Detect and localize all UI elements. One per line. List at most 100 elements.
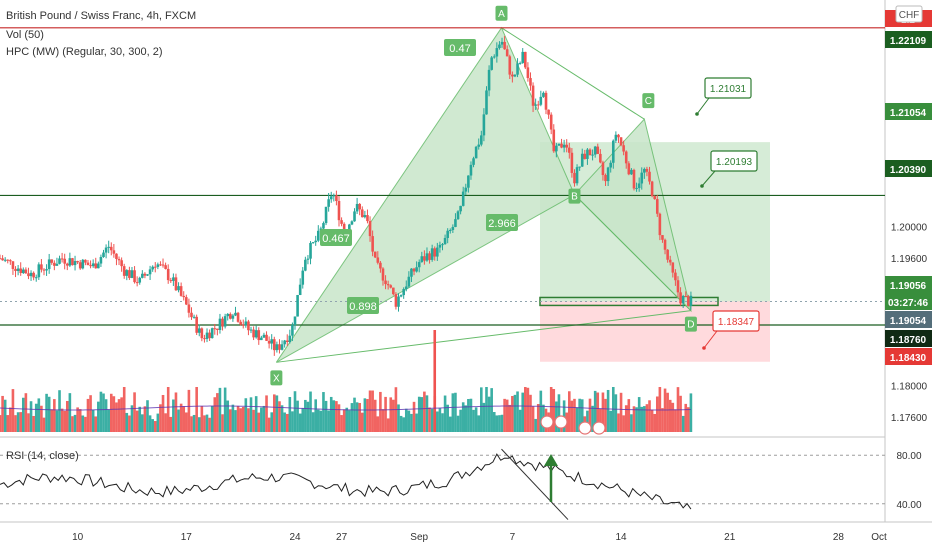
candle-body xyxy=(254,330,258,338)
volume-bar xyxy=(552,389,556,432)
candle-body xyxy=(353,211,356,222)
rsi-indicator-label: RSI (14, close) xyxy=(6,450,79,462)
volume-bar xyxy=(205,414,209,432)
candle-body xyxy=(671,262,675,273)
candle-body xyxy=(63,258,66,264)
volume-bar xyxy=(539,390,543,432)
price-tick-label: 1.20000 xyxy=(891,222,928,233)
volume-bar xyxy=(399,415,403,432)
volume-bar xyxy=(24,393,28,432)
volume-bar xyxy=(216,393,219,432)
rsi-scale-label: 40.00 xyxy=(896,500,921,511)
volume-bar xyxy=(671,402,675,432)
candle-body xyxy=(265,334,268,341)
ratio-label: 0.47 xyxy=(449,43,470,55)
volume-bar xyxy=(495,415,499,432)
candle-body xyxy=(505,49,509,57)
candle-body xyxy=(376,257,380,263)
pattern-labels: X A B C D 0.467 0.47 2.966 0.898 xyxy=(270,5,697,386)
volume-bar xyxy=(280,405,284,432)
volume-bar xyxy=(254,396,258,432)
candle-body xyxy=(394,294,398,307)
volume-bar xyxy=(231,404,235,432)
candle-body xyxy=(128,270,131,278)
volume-bar xyxy=(125,412,129,432)
volume-bar xyxy=(267,417,271,432)
candle-body xyxy=(229,313,232,319)
candle-body xyxy=(78,262,82,269)
candle-body xyxy=(518,62,522,64)
candle-body xyxy=(627,163,631,175)
candle-body xyxy=(477,144,481,147)
volume-bar xyxy=(529,394,532,432)
candle-body xyxy=(350,221,354,225)
candle-body xyxy=(252,329,255,338)
volume-bar xyxy=(474,407,478,432)
volume-bar xyxy=(141,414,144,432)
volume-bar xyxy=(360,412,364,432)
price-tick-label: 1.19600 xyxy=(891,254,928,265)
candle-body xyxy=(151,266,154,270)
candle-body xyxy=(164,265,167,269)
candle-body xyxy=(40,264,43,270)
candle-body xyxy=(65,263,69,266)
candle-body xyxy=(570,152,574,173)
ratio-box xyxy=(444,39,476,56)
candle-body xyxy=(539,96,543,105)
candle-body xyxy=(112,250,116,254)
candle-body xyxy=(298,284,302,295)
candle-body xyxy=(580,153,584,167)
candle-body xyxy=(249,329,253,331)
volume-bar xyxy=(645,404,649,432)
volume-bar xyxy=(526,387,530,432)
candle-body xyxy=(410,268,413,277)
candle-body xyxy=(368,221,372,237)
currency-badge[interactable] xyxy=(895,5,923,23)
volume-bar xyxy=(58,390,61,432)
ratio-label: 0.467 xyxy=(322,233,350,245)
ratio-label: 2.966 xyxy=(488,218,516,230)
volume-bar xyxy=(513,394,517,432)
volume-bar xyxy=(580,399,584,432)
volume-bar xyxy=(262,405,266,432)
candle-body xyxy=(159,264,162,266)
candle-body xyxy=(68,258,72,266)
volume-bar xyxy=(420,397,424,432)
volume-bar xyxy=(417,396,421,432)
candle-body xyxy=(526,67,530,79)
pattern-point-box xyxy=(642,93,655,109)
candle-body xyxy=(575,167,579,184)
candle-body xyxy=(604,175,607,182)
candle-body xyxy=(130,270,134,278)
volume-bar xyxy=(71,416,74,432)
volume-bar xyxy=(451,393,455,432)
volume-bar xyxy=(472,409,475,432)
candle-body xyxy=(340,220,343,224)
volume-bar xyxy=(177,409,180,432)
candle-body xyxy=(208,332,211,339)
candle-body xyxy=(637,183,641,189)
candle-body xyxy=(125,270,129,276)
volume-bar xyxy=(627,399,631,432)
price-tag-box xyxy=(885,330,932,347)
event-icon xyxy=(578,421,592,435)
volume-bar xyxy=(340,415,343,432)
volume-bar xyxy=(342,409,346,432)
trade-label-dot xyxy=(702,346,706,350)
volume-bar xyxy=(379,391,382,432)
volume-bar xyxy=(430,408,434,432)
volume-bar xyxy=(40,405,43,432)
volume-bar xyxy=(316,409,320,432)
candle-body xyxy=(58,258,61,264)
volume-bar xyxy=(50,409,54,432)
volume-bar xyxy=(81,415,85,432)
candle-body xyxy=(534,104,537,106)
volume-bar xyxy=(648,400,651,432)
volume-bar xyxy=(674,409,677,432)
candle-body xyxy=(622,145,625,152)
candle-body xyxy=(200,328,204,339)
volume-bar xyxy=(21,397,25,432)
volume-bar xyxy=(446,404,449,432)
volume-bar xyxy=(301,408,305,432)
volume-bar xyxy=(350,403,354,432)
